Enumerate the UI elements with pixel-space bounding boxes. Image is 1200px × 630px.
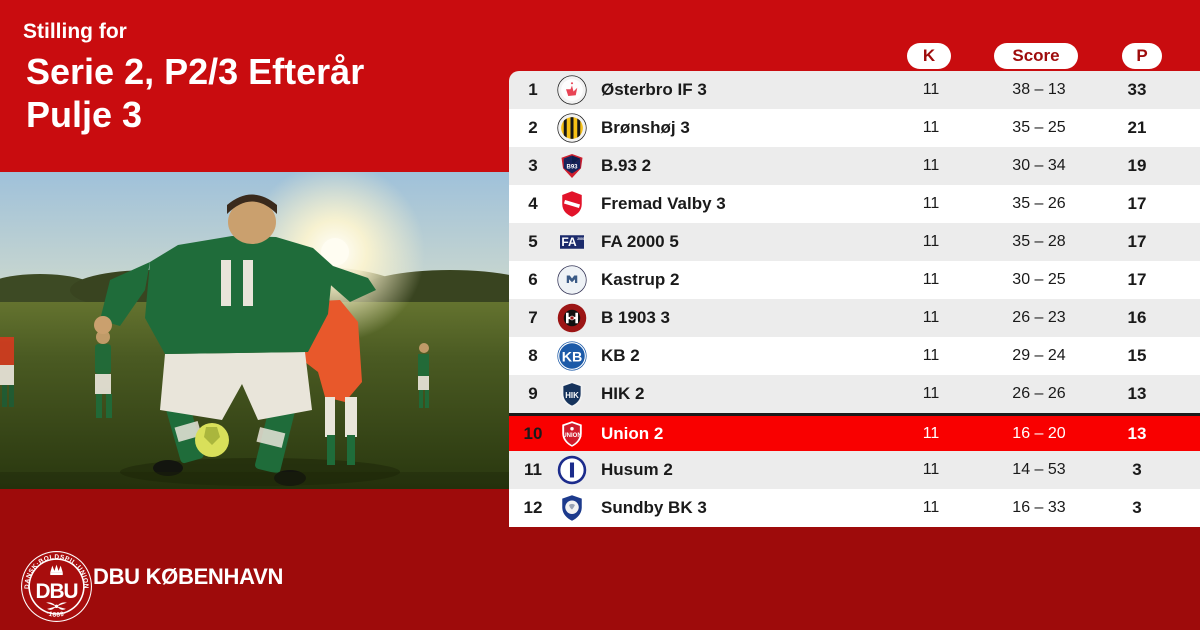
svg-text:KB: KB: [562, 349, 583, 365]
svg-text:DBU: DBU: [35, 580, 77, 603]
svg-text:FA: FA: [561, 235, 577, 249]
svg-text:B93: B93: [566, 164, 578, 170]
svg-text:UNION: UNION: [562, 433, 581, 439]
svg-text:HIK: HIK: [565, 391, 579, 400]
svg-text:2000: 2000: [577, 237, 585, 241]
